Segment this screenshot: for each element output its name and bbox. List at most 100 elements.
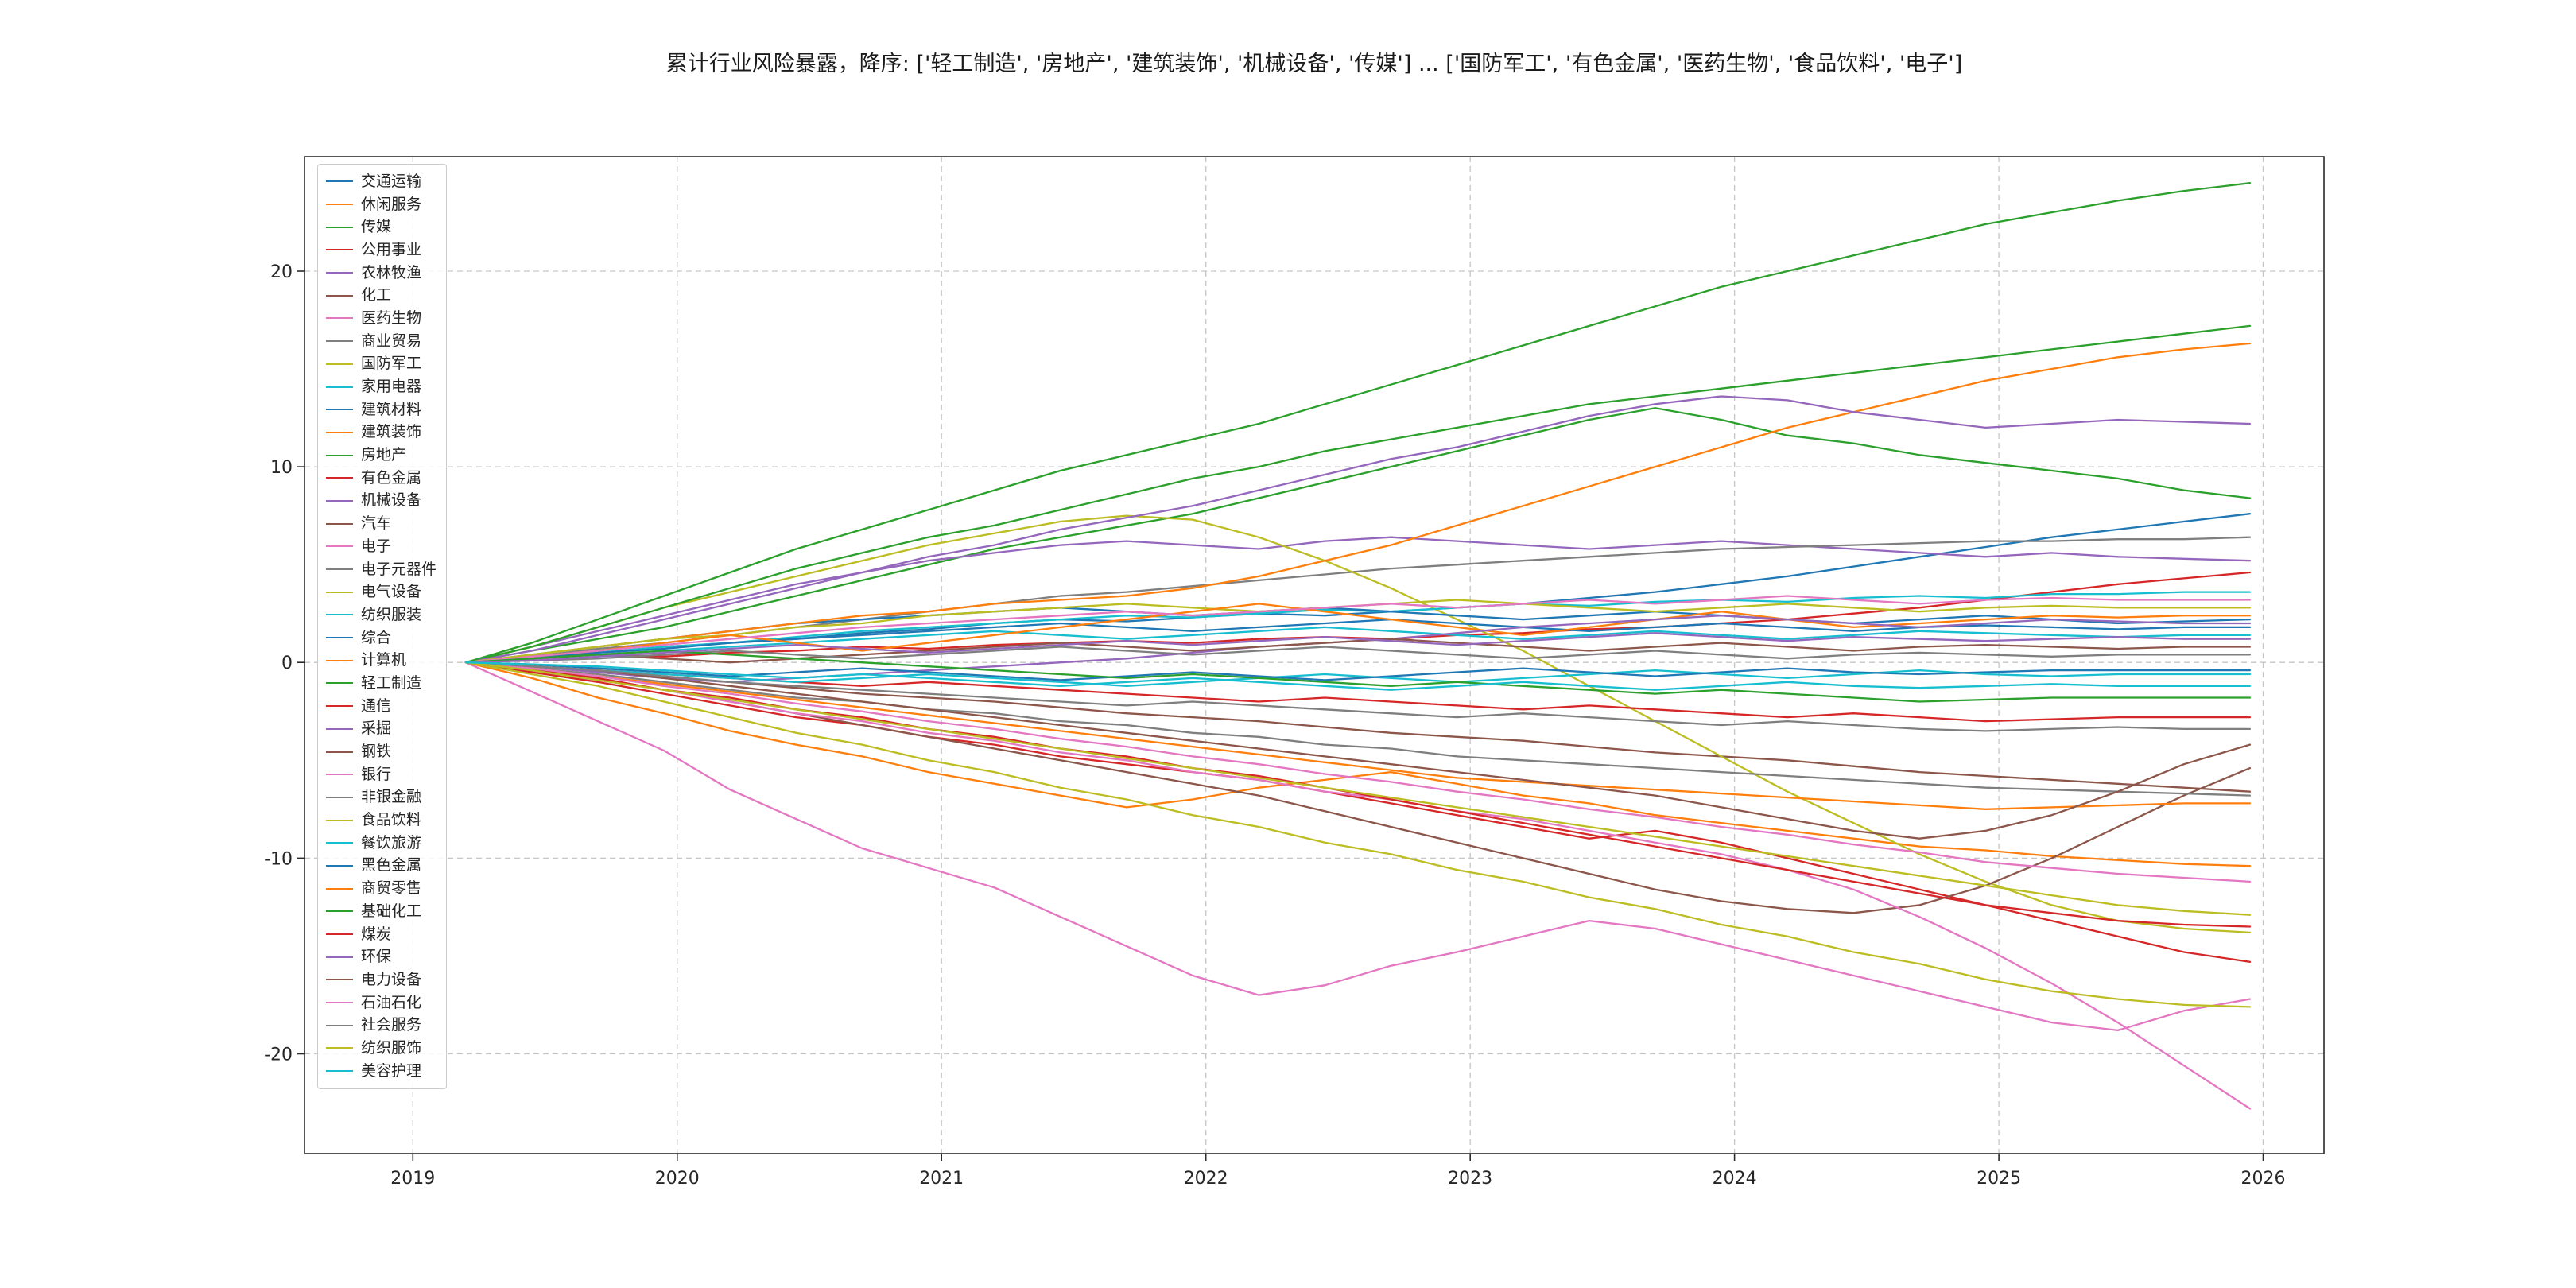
legend-line-swatch — [326, 910, 353, 913]
legend-item: 计算机 — [326, 649, 436, 672]
legend-item: 非银金融 — [326, 786, 436, 809]
legend-label: 纺织服饰 — [361, 1038, 422, 1057]
legend-item: 商贸零售 — [326, 877, 436, 900]
legend-item: 煤炭 — [326, 923, 436, 946]
legend-item: 纺织服装 — [326, 603, 436, 627]
x-axis-tick-label: 2020 — [655, 1169, 700, 1189]
legend-label: 电子 — [361, 537, 392, 555]
x-axis-tick-label: 2022 — [1184, 1169, 1228, 1189]
legend-label: 家用电器 — [361, 378, 422, 396]
legend-line-swatch — [326, 864, 353, 867]
legend-item: 机械设备 — [326, 490, 436, 513]
legend-label: 传媒 — [361, 218, 392, 236]
legend-item: 化工 — [326, 284, 436, 307]
x-axis-tick-label: 2023 — [1448, 1169, 1492, 1189]
legend-line-swatch — [326, 249, 353, 251]
legend-label: 农林牧渔 — [361, 263, 422, 281]
legend-item: 美容护理 — [326, 1060, 436, 1083]
chart-title: 累计行业风险暴露，降序: ['轻工制造', '房地产', '建筑装饰', '机械… — [665, 52, 1963, 76]
legend-label: 电气设备 — [361, 583, 422, 601]
legend-label: 银行 — [361, 765, 392, 783]
legend-item: 传媒 — [326, 215, 436, 239]
x-axis-tick-label: 2021 — [919, 1169, 964, 1189]
x-axis-tick-label: 2024 — [1713, 1169, 1757, 1189]
legend-label: 计算机 — [361, 651, 407, 669]
legend-label: 医药生物 — [361, 308, 422, 327]
legend-item: 公用事业 — [326, 239, 436, 262]
legend-item: 电气设备 — [326, 580, 436, 603]
legend-label: 机械设备 — [361, 491, 422, 510]
legend-item: 食品饮料 — [326, 809, 436, 832]
legend-line-swatch — [326, 454, 353, 456]
series-line-40 — [464, 661, 2252, 691]
legend-label: 化工 — [361, 286, 392, 305]
legend-label: 煤炭 — [361, 925, 392, 943]
series-line-5 — [464, 536, 2252, 664]
legend-label: 轻工制造 — [361, 673, 422, 692]
legend-line-swatch — [326, 294, 353, 297]
legend-line-swatch — [326, 956, 353, 958]
legend-line-swatch — [326, 499, 353, 502]
legend-line-swatch — [326, 1047, 353, 1049]
legend-label: 商贸零售 — [361, 879, 422, 898]
legend-label: 汽车 — [361, 514, 392, 533]
series-line-6 — [464, 661, 2252, 793]
legend-line-swatch — [326, 659, 353, 661]
legend-label: 社会服务 — [361, 1016, 422, 1034]
series-line-22 — [464, 603, 2252, 664]
legend-label: 商业贸易 — [361, 332, 422, 350]
legend-line-swatch — [326, 751, 353, 753]
legend-line-swatch — [326, 431, 353, 433]
legend-label: 餐饮旅游 — [361, 833, 422, 852]
series-line-20 — [464, 626, 2252, 664]
y-axis-tick-label: 10 — [270, 458, 293, 478]
legend-line-swatch — [326, 204, 353, 206]
legend-line-swatch — [326, 1070, 353, 1073]
legend-label: 公用事业 — [361, 240, 422, 258]
legend-item: 纺织服饰 — [326, 1037, 436, 1060]
legend-item: 农林牧渔 — [326, 262, 436, 285]
legend-item: 电子元器件 — [326, 558, 436, 581]
legend-label: 建筑装饰 — [361, 423, 422, 441]
series-line-35 — [464, 632, 2252, 664]
legend-line-swatch — [326, 409, 353, 411]
legend-line-swatch — [326, 363, 353, 365]
legend-label: 通信 — [361, 696, 392, 715]
series-line-10 — [464, 591, 2252, 664]
legend-item: 社会服务 — [326, 1014, 436, 1037]
series-line-36 — [464, 661, 2252, 840]
axes-frame — [304, 156, 2325, 1154]
legend-label: 房地产 — [361, 446, 407, 464]
series-line-37 — [464, 661, 2252, 883]
legend-line-swatch — [326, 727, 353, 730]
legend-line-swatch — [326, 1002, 353, 1004]
legend-item: 综合 — [326, 627, 436, 650]
legend-line-swatch — [326, 180, 353, 183]
legend-item: 汽车 — [326, 512, 436, 535]
legend-line-swatch — [326, 774, 353, 776]
series-line-30 — [464, 661, 2252, 687]
legend-item: 餐饮旅游 — [326, 832, 436, 855]
series-line-34 — [464, 661, 2252, 928]
legend-line-swatch — [326, 226, 353, 228]
legend-item: 有色金属 — [326, 467, 436, 490]
legend-label: 休闲服务 — [361, 195, 422, 213]
legend-line-swatch — [326, 682, 353, 685]
legend: 交通运输 休闲服务 传媒 公用事业 农林牧渔 化工 医药生物 商业贸易 国防军工 家用电器 建筑材料… — [317, 164, 448, 1089]
y-axis-tick-label: 20 — [270, 262, 293, 282]
series-line-3 — [464, 407, 2252, 664]
legend-line-swatch — [326, 979, 353, 981]
legend-label: 美容护理 — [361, 1061, 422, 1080]
legend-line-swatch — [326, 1024, 353, 1026]
legend-label: 电力设备 — [361, 970, 422, 988]
series-line-18 — [464, 661, 2252, 797]
series-line-13 — [464, 324, 2252, 664]
legend-item: 轻工制造 — [326, 672, 436, 695]
legend-label: 非银金融 — [361, 788, 422, 806]
series-line-23 — [464, 182, 2252, 664]
legend-item: 电子 — [326, 535, 436, 558]
legend-line-swatch — [326, 545, 353, 548]
legend-label: 钢铁 — [361, 743, 392, 761]
